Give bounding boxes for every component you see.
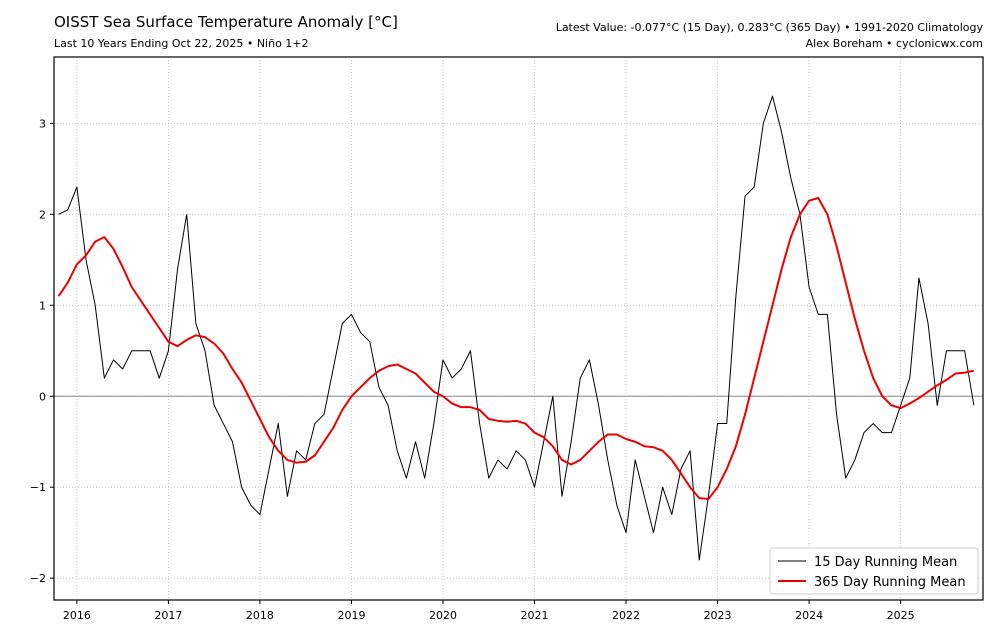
x-tick-label: 2023 <box>704 609 732 622</box>
y-tick-label: −2 <box>30 572 46 585</box>
info-text: Alex Boreham • cyclonicwx.com <box>806 37 983 50</box>
chart-subtitle: Last 10 Years Ending Oct 22, 2025 • Niño… <box>54 37 309 50</box>
x-tick-label: 2021 <box>521 609 549 622</box>
x-tick-label: 2025 <box>887 609 915 622</box>
y-tick-label: 3 <box>39 117 46 130</box>
data-line <box>58 95 975 561</box>
data-line <box>57 196 975 501</box>
y-tick-label: 1 <box>39 299 46 312</box>
legend-label: 365 Day Running Mean <box>814 575 966 590</box>
chart-title: OISST Sea Surface Temperature Anomaly [°… <box>54 13 398 31</box>
x-tick-label: 2020 <box>429 609 457 622</box>
x-tick-label: 2024 <box>795 609 823 622</box>
x-tick-label: 2018 <box>246 609 274 622</box>
y-tick-label: 2 <box>39 208 46 221</box>
y-tick-label: 0 <box>39 390 46 403</box>
x-tick-label: 2022 <box>612 609 640 622</box>
x-tick-label: 2016 <box>63 609 91 622</box>
y-tick-label: −1 <box>30 481 46 494</box>
info-text: Latest Value: -0.077°C (15 Day), 0.283°C… <box>556 21 984 34</box>
plot-frame <box>53 56 984 601</box>
x-tick-label: 2019 <box>337 609 365 622</box>
legend-label: 15 Day Running Mean <box>814 555 957 570</box>
x-tick-label: 2017 <box>154 609 182 622</box>
legend-box <box>769 547 979 595</box>
